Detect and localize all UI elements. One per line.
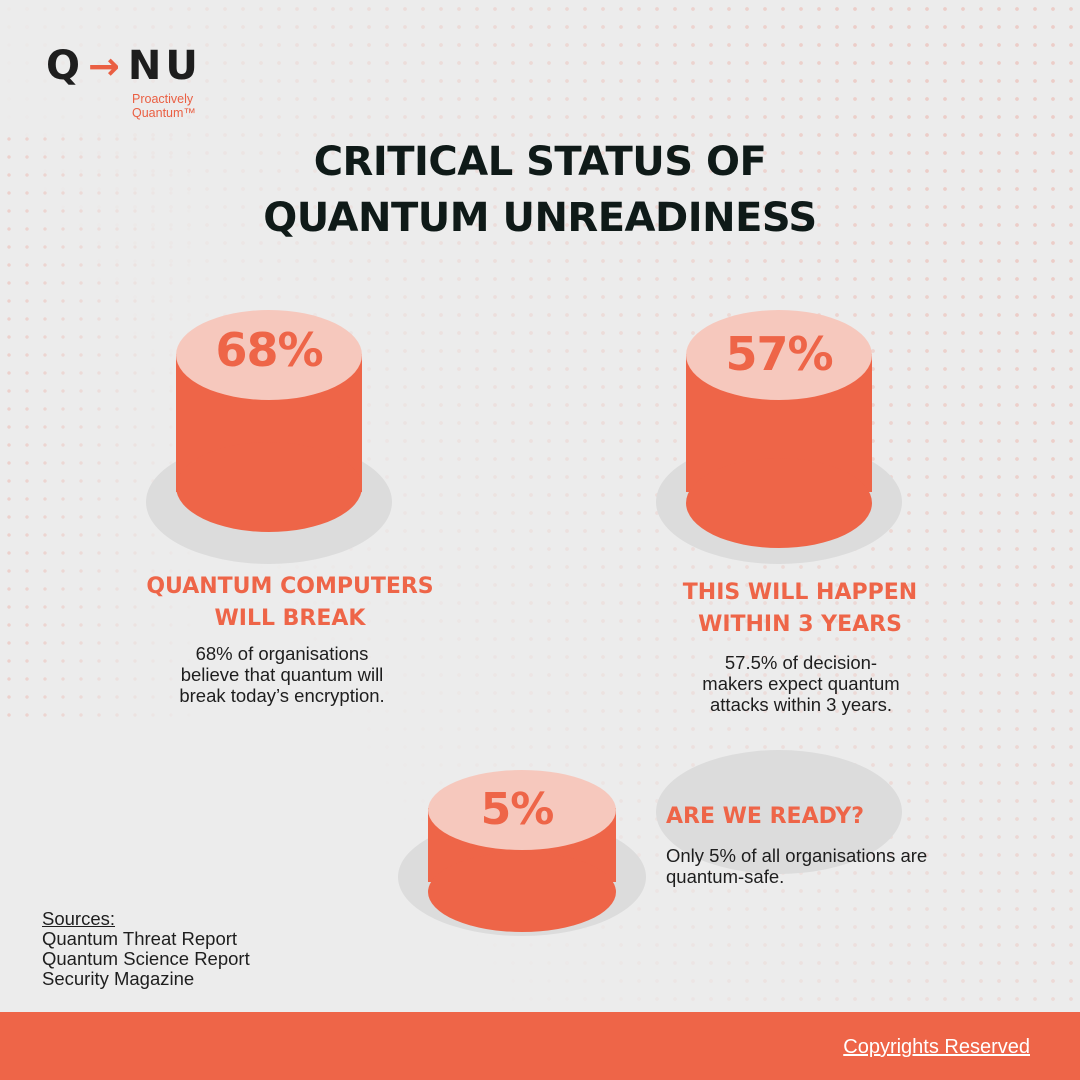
stat-heading-1: QUANTUM COMPUTERS WILL BREAK — [130, 571, 450, 635]
description-line: 57.5% of decision- — [724, 652, 878, 673]
stat-cylinder-2: 57% — [656, 310, 906, 874]
stat-heading-2: THIS WILL HAPPEN WITHIN 3 YEARS — [640, 577, 960, 641]
heading-line: WILL BREAK — [214, 606, 366, 631]
source-item: Quantum Science Report — [42, 948, 250, 969]
cylinder-top: 68% — [176, 310, 362, 400]
heading-line: ARE WE READY? — [666, 804, 864, 829]
description-line: quantum-safe. — [666, 866, 785, 887]
cylinder-shadow — [656, 750, 902, 874]
heading-line: WITHIN 3 YEARS — [698, 612, 902, 637]
sources-list: Sources: Quantum Threat Report Quantum S… — [42, 909, 250, 989]
stat-percent: 68% — [215, 323, 323, 377]
heading-line: THIS WILL HAPPEN — [682, 580, 918, 605]
sources-heading: Sources: — [42, 908, 116, 929]
cylinder-top: 57% — [686, 310, 872, 400]
stat-cylinder-1: 68% — [146, 310, 396, 565]
stat-description-1: 68% of organisations believe that quantu… — [130, 643, 434, 706]
stat-heading-3: ARE WE READY? — [666, 801, 1026, 833]
brand-logo: Q → NU Proactively Quantum™ — [46, 44, 202, 120]
footer-bar: Copyrights Reserved — [0, 1012, 1080, 1080]
heading-line: QUANTUM COMPUTERS — [146, 574, 434, 599]
title-line-1: CRITICAL STATUS OF — [313, 139, 767, 185]
tagline-line-1: Proactively — [132, 92, 194, 106]
cylinder-top: 5% — [428, 770, 616, 850]
source-item: Security Magazine — [42, 968, 195, 989]
cylinder-base — [428, 852, 616, 932]
description-line: Only 5% of all organisations are — [666, 845, 928, 866]
title-line-2: QUANTUM UNREADINESS — [263, 195, 817, 241]
arrow-right-icon: → — [88, 44, 124, 88]
description-line: attacks within 3 years. — [710, 694, 892, 715]
stat-percent: 5% — [480, 783, 555, 835]
description-line: believe that quantum will — [180, 664, 384, 685]
cylinder-base — [176, 442, 362, 532]
page-title: CRITICAL STATUS OF QUANTUM UNREADINESS — [0, 134, 1080, 246]
description-line: makers expect quantum — [702, 673, 900, 694]
description-line: 68% of organisations — [195, 643, 369, 664]
tagline-line-2: Quantum™ — [132, 106, 196, 120]
dot-pattern-left — [0, 130, 200, 730]
stat-description-2: 57.5% of decision- makers expect quantum… — [656, 652, 946, 715]
stat-percent: 57% — [725, 327, 833, 381]
copyright-link[interactable]: Copyrights Reserved — [843, 1036, 1030, 1058]
stat-description-3: Only 5% of all organisations are quantum… — [666, 845, 1046, 887]
logo-wordmark: Q → NU — [46, 44, 202, 88]
cylinder-base — [686, 458, 872, 548]
source-item: Quantum Threat Report — [42, 928, 238, 949]
logo-q: Q — [46, 43, 85, 89]
logo-tagline: Proactively Quantum™ — [132, 92, 252, 120]
stat-cylinder-3: 5% — [398, 770, 648, 940]
description-line: break today’s encryption. — [179, 685, 385, 706]
logo-nu: NU — [127, 43, 202, 89]
